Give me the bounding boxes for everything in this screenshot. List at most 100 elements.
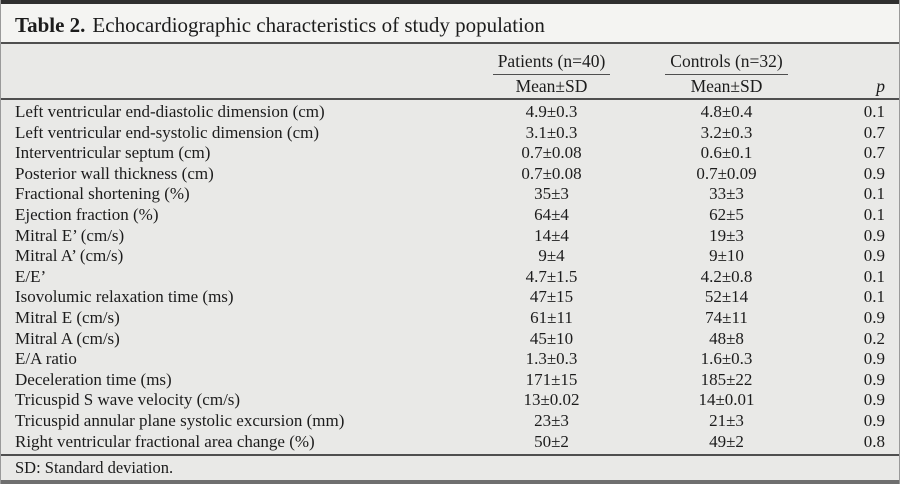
- table-title-text: Echocardiographic characteristics of stu…: [92, 12, 545, 37]
- table-row: Mitral A (cm/s) 45±10 48±8 0.2: [1, 329, 899, 350]
- row-parameter-label: Right ventricular fractional area change…: [15, 431, 315, 451]
- table-body-area: Patients (n=40) Mean±SD Controls (n=32) …: [1, 44, 899, 480]
- p-value-cell: 0.9: [863, 163, 885, 183]
- table-row: E/E’ 4.7±1.5 4.2±0.8 0.1: [1, 267, 899, 288]
- controls-value-cell: 52±14: [704, 287, 749, 307]
- row-parameter-label: Tricuspid S wave velocity (cm/s): [15, 390, 241, 410]
- table-row: Tricuspid S wave velocity (cm/s) 13±0.02…: [1, 390, 899, 411]
- controls-value-cell: 14±0.01: [698, 390, 755, 410]
- row-parameter-label: Isovolumic relaxation time (ms): [15, 287, 234, 307]
- patients-value-cell: 61±11: [530, 307, 573, 327]
- controls-value-cell: 1.6±0.3: [700, 349, 753, 369]
- table-number: Table 2.: [15, 12, 86, 37]
- table-row: Deceleration time (ms) 171±15 185±22 0.9: [1, 370, 899, 391]
- p-value-cell: 0.9: [863, 369, 885, 389]
- patients-value-cell: 23±3: [534, 410, 569, 430]
- table-row: Tricuspid annular plane systolic excursi…: [1, 411, 899, 432]
- row-parameter-label: E/E’: [15, 266, 47, 286]
- patients-value-cell: 14±4: [534, 225, 569, 245]
- table-row: Isovolumic relaxation time (ms) 47±15 52…: [1, 287, 899, 308]
- row-parameter-label: Deceleration time (ms): [15, 369, 172, 389]
- caption-divider-rule: [1, 42, 899, 44]
- patients-value-cell: 4.7±1.5: [525, 266, 578, 286]
- controls-value-cell: 0.7±0.09: [696, 163, 757, 183]
- patients-value-cell: 0.7±0.08: [521, 163, 582, 183]
- p-value-cell: 0.9: [863, 410, 885, 430]
- p-value-cell: 0.1: [863, 266, 885, 286]
- controls-group-label: Controls (n=32): [665, 51, 788, 75]
- table-row: Ejection fraction (%) 64±4 62±5 0.1: [1, 205, 899, 226]
- patients-value-cell: 45±10: [529, 328, 574, 348]
- table-row: E/A ratio 1.3±0.3 1.6±0.3 0.9: [1, 349, 899, 370]
- table-header-row: Patients (n=40) Mean±SD Controls (n=32) …: [1, 44, 899, 98]
- patients-mean-sd-label: Mean±SD: [515, 76, 588, 96]
- table-footnote: SD: Standard deviation.: [1, 456, 899, 480]
- p-value-cell: 0.1: [863, 184, 885, 204]
- p-value-cell: 0.8: [863, 431, 885, 451]
- patients-value-cell: 3.1±0.3: [525, 122, 578, 142]
- controls-value-cell: 185±22: [700, 369, 753, 389]
- patients-column-header: Patients (n=40) Mean±SD: [469, 51, 634, 98]
- footnote-divider-rule: [1, 454, 899, 456]
- row-parameter-label: Mitral A’ (cm/s): [15, 246, 124, 266]
- patients-value-cell: 4.9±0.3: [525, 102, 578, 121]
- bottom-border-bar: [1, 480, 899, 484]
- table-row: Left ventricular end-diastolic dimension…: [1, 102, 899, 123]
- row-parameter-label: Mitral A (cm/s): [15, 328, 120, 348]
- row-parameter-label: Tricuspid annular plane systolic excursi…: [15, 410, 345, 430]
- controls-value-cell: 62±5: [709, 204, 744, 224]
- patients-value-cell: 35±3: [534, 184, 569, 204]
- patients-value-cell: 0.7±0.08: [521, 143, 582, 163]
- controls-value-cell: 21±3: [709, 410, 744, 430]
- patients-value-cell: 47±15: [529, 287, 574, 307]
- table-row: Right ventricular fractional area change…: [1, 432, 899, 453]
- p-value-cell: 0.9: [863, 225, 885, 245]
- controls-value-cell: 49±2: [709, 431, 744, 451]
- patients-value-cell: 171±15: [525, 369, 578, 389]
- controls-value-cell: 4.8±0.4: [700, 102, 753, 121]
- controls-column-header: Controls (n=32) Mean±SD: [634, 51, 819, 98]
- controls-value-cell: 19±3: [709, 225, 744, 245]
- table-rows: Left ventricular end-diastolic dimension…: [1, 100, 899, 454]
- row-parameter-label: Left ventricular end-diastolic dimension…: [15, 102, 325, 121]
- p-value-cell: 0.9: [863, 246, 885, 266]
- p-value-cell: 0.9: [863, 349, 885, 369]
- table-row: Interventricular septum (cm) 0.7±0.08 0.…: [1, 143, 899, 164]
- header-spacer: [15, 51, 469, 98]
- controls-value-cell: 48±8: [709, 328, 744, 348]
- p-value-cell: 0.1: [863, 102, 885, 121]
- controls-value-cell: 3.2±0.3: [700, 122, 753, 142]
- row-parameter-label: Mitral E’ (cm/s): [15, 225, 125, 245]
- patients-group-label: Patients (n=40): [492, 51, 611, 75]
- row-parameter-label: Mitral E (cm/s): [15, 307, 120, 327]
- controls-mean-sd-label: Mean±SD: [690, 76, 763, 96]
- table-row: Mitral A’ (cm/s) 9±4 9±10 0.9: [1, 246, 899, 267]
- controls-value-cell: 9±10: [709, 246, 744, 266]
- table-row: Mitral E (cm/s) 61±11 74±11 0.9: [1, 308, 899, 329]
- controls-value-cell: 4.2±0.8: [700, 266, 753, 286]
- row-parameter-label: E/A ratio: [15, 349, 77, 369]
- p-value-cell: 0.7: [863, 143, 885, 163]
- row-parameter-label: Interventricular septum (cm): [15, 143, 211, 163]
- table-row: Mitral E’ (cm/s) 14±4 19±3 0.9: [1, 226, 899, 247]
- p-value-cell: 0.9: [863, 307, 885, 327]
- p-value-cell: 0.9: [863, 390, 885, 410]
- table-row: Left ventricular end-systolic dimension …: [1, 123, 899, 144]
- patients-value-cell: 64±4: [534, 204, 569, 224]
- p-value-column-header: p: [876, 76, 885, 96]
- patients-value-cell: 13±0.02: [523, 390, 580, 410]
- controls-value-cell: 0.6±0.1: [700, 143, 753, 163]
- row-parameter-label: Fractional shortening (%): [15, 184, 190, 204]
- table-row: Posterior wall thickness (cm) 0.7±0.08 0…: [1, 164, 899, 185]
- p-value-cell: 0.1: [863, 287, 885, 307]
- patients-value-cell: 1.3±0.3: [525, 349, 578, 369]
- p-value-cell: 0.1: [863, 204, 885, 224]
- header-divider-rule: [1, 98, 899, 100]
- top-border-bar: [1, 0, 899, 4]
- row-parameter-label: Left ventricular end-systolic dimension …: [15, 122, 320, 142]
- p-value-cell: 0.2: [863, 328, 885, 348]
- table-caption: Table 2. Echocardiographic characteristi…: [1, 4, 899, 42]
- controls-value-cell: 74±11: [705, 307, 748, 327]
- table-row: Fractional shortening (%) 35±3 33±3 0.1: [1, 184, 899, 205]
